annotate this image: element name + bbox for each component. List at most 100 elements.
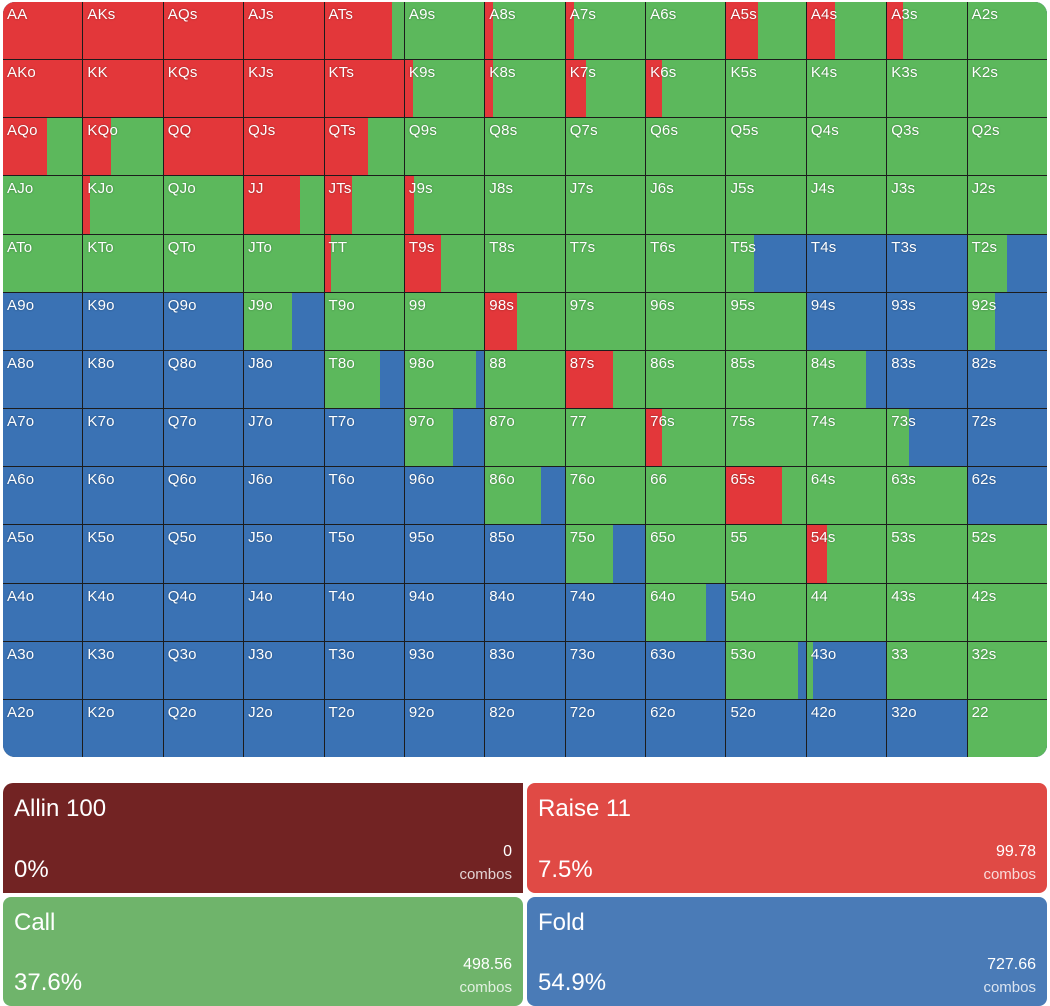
- hand-cell[interactable]: 32s: [967, 641, 1047, 699]
- hand-cell[interactable]: J7o: [244, 409, 324, 467]
- hand-cell[interactable]: 44: [806, 583, 887, 641]
- hand-cell[interactable]: 98o: [404, 350, 485, 409]
- hand-cell[interactable]: 62o: [646, 699, 726, 757]
- hand-cell[interactable]: Q4o: [163, 583, 244, 641]
- hand-cell[interactable]: 55: [726, 525, 806, 583]
- hand-cell[interactable]: 53s: [887, 525, 967, 583]
- hand-cell[interactable]: T7o: [324, 409, 404, 467]
- hand-cell[interactable]: KQs: [163, 60, 244, 118]
- hand-cell[interactable]: J4o: [244, 583, 324, 641]
- hand-cell[interactable]: Q2o: [163, 699, 244, 757]
- hand-cell[interactable]: J8o: [244, 350, 324, 409]
- hand-cell[interactable]: Q8o: [163, 350, 244, 409]
- hand-cell[interactable]: JTs: [324, 176, 404, 234]
- hand-cell[interactable]: 84s: [806, 350, 887, 409]
- hand-cell[interactable]: 76s: [646, 409, 726, 467]
- hand-cell[interactable]: TT: [324, 234, 404, 292]
- hand-cell[interactable]: J2s: [967, 176, 1047, 234]
- hand-cell[interactable]: A6s: [646, 2, 726, 60]
- action-card-call[interactable]: Call 498.56 combos 37.6%: [3, 896, 523, 1006]
- hand-cell[interactable]: 76o: [565, 467, 646, 525]
- hand-cell[interactable]: T8s: [485, 234, 565, 292]
- hand-cell[interactable]: Q6o: [163, 467, 244, 525]
- hand-cell[interactable]: 97o: [404, 409, 485, 467]
- hand-cell[interactable]: 95s: [726, 292, 806, 350]
- hand-cell[interactable]: J5o: [244, 525, 324, 583]
- hand-cell[interactable]: JJ: [244, 176, 324, 234]
- action-card-allin[interactable]: Allin 100 0 combos 0%: [3, 783, 523, 893]
- hand-cell[interactable]: 66: [646, 467, 726, 525]
- hand-cell[interactable]: 52o: [726, 699, 806, 757]
- hand-cell[interactable]: A7s: [565, 2, 646, 60]
- hand-cell[interactable]: 77: [565, 409, 646, 467]
- hand-cell[interactable]: 62s: [967, 467, 1047, 525]
- hand-cell[interactable]: 82o: [485, 699, 565, 757]
- hand-cell[interactable]: A2o: [3, 699, 83, 757]
- hand-cell[interactable]: 75s: [726, 409, 806, 467]
- hand-cell[interactable]: A4s: [806, 2, 887, 60]
- hand-cell[interactable]: 54s: [806, 525, 887, 583]
- action-card-fold[interactable]: Fold 727.66 combos 54.9%: [527, 896, 1047, 1006]
- hand-cell[interactable]: Q2s: [967, 118, 1047, 176]
- hand-cell[interactable]: K3s: [887, 60, 967, 118]
- hand-cell[interactable]: QJs: [244, 118, 324, 176]
- hand-cell[interactable]: 93s: [887, 292, 967, 350]
- hand-cell[interactable]: KQo: [83, 118, 163, 176]
- hand-cell[interactable]: A3s: [887, 2, 967, 60]
- hand-cell[interactable]: Q9o: [163, 292, 244, 350]
- hand-cell[interactable]: J6o: [244, 467, 324, 525]
- hand-cell[interactable]: Q5o: [163, 525, 244, 583]
- hand-cell[interactable]: AJo: [3, 176, 83, 234]
- hand-cell[interactable]: JTo: [244, 234, 324, 292]
- hand-cell[interactable]: A9o: [3, 292, 83, 350]
- hand-cell[interactable]: 75o: [565, 525, 646, 583]
- hand-cell[interactable]: A5s: [726, 2, 806, 60]
- hand-cell[interactable]: 86o: [485, 467, 565, 525]
- hand-cell[interactable]: 42s: [967, 583, 1047, 641]
- hand-cell[interactable]: A2s: [967, 2, 1047, 60]
- hand-cell[interactable]: Q3o: [163, 641, 244, 699]
- hand-cell[interactable]: 99: [404, 292, 485, 350]
- hand-cell[interactable]: 94s: [806, 292, 887, 350]
- hand-cell[interactable]: 64o: [646, 583, 726, 641]
- hand-cell[interactable]: A3o: [3, 641, 83, 699]
- hand-cell[interactable]: 52s: [967, 525, 1047, 583]
- hand-cell[interactable]: AJs: [244, 2, 324, 60]
- hand-cell[interactable]: K5s: [726, 60, 806, 118]
- hand-cell[interactable]: K8s: [485, 60, 565, 118]
- hand-cell[interactable]: KTo: [83, 234, 163, 292]
- hand-cell[interactable]: K2o: [83, 699, 163, 757]
- hand-cell[interactable]: KJs: [244, 60, 324, 118]
- hand-cell[interactable]: Q8s: [485, 118, 565, 176]
- hand-cell[interactable]: AA: [3, 2, 83, 60]
- hand-cell[interactable]: 87o: [485, 409, 565, 467]
- hand-cell[interactable]: T4s: [806, 234, 887, 292]
- hand-cell[interactable]: AKo: [3, 60, 83, 118]
- hand-cell[interactable]: A5o: [3, 525, 83, 583]
- hand-cell[interactable]: 22: [967, 699, 1047, 757]
- hand-cell[interactable]: 43o: [806, 641, 887, 699]
- hand-cell[interactable]: 98s: [485, 292, 565, 350]
- hand-cell[interactable]: 42o: [806, 699, 887, 757]
- hand-cell[interactable]: T9s: [404, 234, 485, 292]
- hand-cell[interactable]: T4o: [324, 583, 404, 641]
- hand-cell[interactable]: Q7o: [163, 409, 244, 467]
- hand-cell[interactable]: 96s: [646, 292, 726, 350]
- hand-cell[interactable]: KJo: [83, 176, 163, 234]
- hand-cell[interactable]: T9o: [324, 292, 404, 350]
- hand-cell[interactable]: A8o: [3, 350, 83, 409]
- hand-cell[interactable]: J9o: [244, 292, 324, 350]
- hand-cell[interactable]: 64s: [806, 467, 887, 525]
- hand-cell[interactable]: 65s: [726, 467, 806, 525]
- hand-cell[interactable]: T2o: [324, 699, 404, 757]
- hand-cell[interactable]: Q5s: [726, 118, 806, 176]
- hand-cell[interactable]: A7o: [3, 409, 83, 467]
- hand-cell[interactable]: Q7s: [565, 118, 646, 176]
- hand-cell[interactable]: ATs: [324, 2, 404, 60]
- hand-cell[interactable]: K9o: [83, 292, 163, 350]
- hand-cell[interactable]: T2s: [967, 234, 1047, 292]
- hand-cell[interactable]: T3s: [887, 234, 967, 292]
- hand-cell[interactable]: J9s: [404, 176, 485, 234]
- hand-cell[interactable]: KTs: [324, 60, 404, 118]
- hand-cell[interactable]: 92s: [967, 292, 1047, 350]
